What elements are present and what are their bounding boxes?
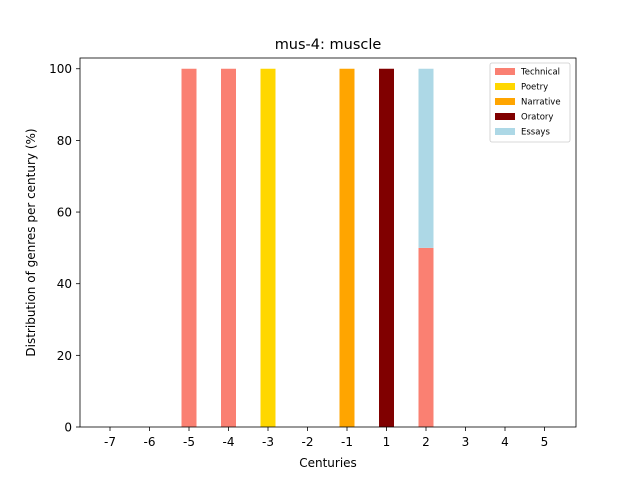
x-tick-label: -5 bbox=[183, 435, 195, 449]
y-tick-label: 40 bbox=[57, 277, 72, 291]
legend-swatch-narrative bbox=[495, 98, 515, 105]
bar-poetry--3 bbox=[260, 68, 276, 428]
legend-label-poetry: Poetry bbox=[521, 83, 548, 93]
legend-swatch-essays bbox=[495, 128, 515, 135]
x-tick-label: -7 bbox=[104, 435, 116, 449]
plot-frame bbox=[79, 57, 577, 428]
x-axis-label: Centuries bbox=[299, 456, 357, 470]
x-tick-label: 5 bbox=[541, 435, 549, 449]
legend: Technical Poetry Narrative Oratory Essays bbox=[489, 62, 571, 143]
y-axis-label: Distribution of genres per century (%) bbox=[24, 128, 38, 356]
bar-technical--5 bbox=[181, 68, 197, 428]
legend-label-technical: Technical bbox=[520, 68, 560, 78]
y-ticks: 0 20 40 60 80 100 bbox=[49, 62, 80, 435]
bar-technical-2 bbox=[418, 247, 434, 427]
x-tick-label: -3 bbox=[262, 435, 274, 449]
legend-label-essays: Essays bbox=[521, 128, 550, 138]
x-tick-label: 1 bbox=[383, 435, 391, 449]
chart-title: mus-4: muscle bbox=[275, 37, 382, 53]
legend-swatch-oratory bbox=[495, 113, 515, 120]
legend-swatch-poetry bbox=[495, 83, 515, 90]
bar-essays-2 bbox=[418, 68, 434, 248]
x-tick-label: -1 bbox=[341, 435, 353, 449]
y-tick-label: 0 bbox=[64, 421, 72, 435]
y-tick-label: 20 bbox=[57, 349, 72, 363]
y-tick-label: 80 bbox=[57, 134, 72, 148]
y-tick-label: 60 bbox=[57, 206, 72, 220]
legend-label-oratory: Oratory bbox=[521, 113, 553, 123]
bar-narrative--1 bbox=[339, 68, 355, 428]
x-tick-label: -6 bbox=[144, 435, 156, 449]
x-tick-label: 4 bbox=[501, 435, 509, 449]
bars-layer bbox=[181, 68, 434, 428]
legend-swatch-technical bbox=[495, 68, 515, 75]
x-ticks: -7 -6 -5 -4 -3 -2 -1 1 2 3 4 5 bbox=[104, 427, 548, 449]
y-tick-label: 100 bbox=[49, 62, 72, 76]
bar-oratory-1 bbox=[379, 68, 394, 428]
legend-label-narrative: Narrative bbox=[521, 98, 561, 108]
x-tick-label: -2 bbox=[302, 435, 314, 449]
bar-technical--4 bbox=[221, 68, 236, 428]
x-tick-label: 3 bbox=[462, 435, 470, 449]
x-tick-label: -4 bbox=[223, 435, 235, 449]
x-tick-label: 2 bbox=[422, 435, 430, 449]
legend-box bbox=[489, 62, 571, 143]
